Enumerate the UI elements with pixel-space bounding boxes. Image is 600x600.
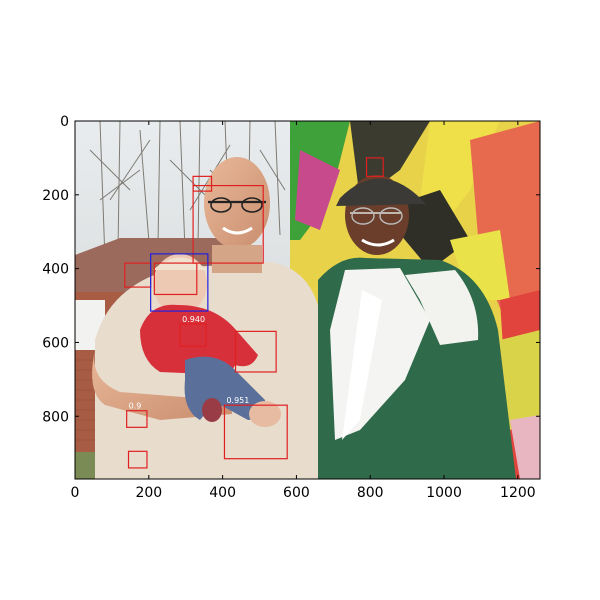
photo	[75, 121, 540, 479]
y-tick-label: 400	[42, 262, 69, 278]
detection-box	[365, 157, 384, 177]
x-tick-label: 400	[209, 485, 236, 501]
axis-ticks: 0 200 400 600 800 1000 1200 0 200 400 600 800	[42, 114, 540, 501]
detection-box	[126, 410, 148, 428]
x-tick-label: 0	[71, 485, 80, 501]
highlight-box	[150, 253, 209, 312]
detection-score-label: 0.951	[226, 396, 249, 405]
detection-score-label: 0.940	[182, 315, 205, 324]
axes-frame	[74, 120, 541, 480]
detection-box	[179, 323, 207, 347]
x-tick-label: 800	[357, 485, 384, 501]
detection-box	[223, 404, 288, 460]
detection-boxes: 0.940 0.951 0.9	[124, 157, 384, 469]
y-tick-label: 800	[42, 409, 69, 425]
detection-box	[192, 175, 213, 192]
x-tick-label: 200	[135, 485, 162, 501]
detection-box	[127, 450, 148, 469]
detection-score-label: 0.9	[129, 402, 142, 411]
x-tick-label: 1000	[426, 485, 462, 501]
x-tick-label: 600	[283, 485, 310, 501]
y-tick-label: 200	[42, 188, 69, 204]
detection-box	[192, 184, 264, 264]
y-tick-label: 0	[60, 114, 69, 130]
detection-box	[234, 330, 277, 373]
x-tick-label: 1200	[500, 485, 536, 501]
y-tick-label: 600	[42, 335, 69, 351]
detection-box	[153, 262, 198, 296]
